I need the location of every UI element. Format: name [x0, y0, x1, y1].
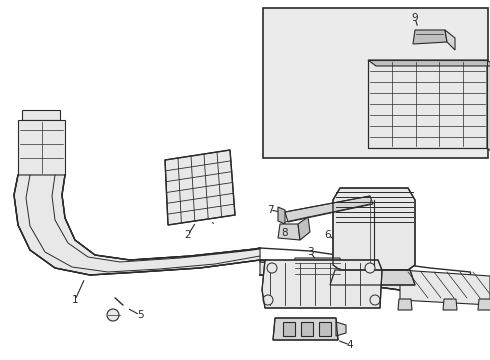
Polygon shape	[487, 60, 490, 154]
Polygon shape	[368, 60, 490, 66]
Text: 8: 8	[282, 228, 288, 238]
Polygon shape	[278, 224, 300, 240]
Polygon shape	[333, 188, 415, 270]
Polygon shape	[283, 322, 295, 336]
Polygon shape	[330, 270, 415, 285]
Circle shape	[263, 295, 273, 305]
Polygon shape	[298, 217, 310, 240]
Polygon shape	[478, 299, 490, 310]
Text: 4: 4	[347, 340, 353, 350]
Polygon shape	[293, 258, 342, 280]
Polygon shape	[301, 322, 313, 336]
Polygon shape	[14, 175, 260, 275]
Text: 5: 5	[137, 310, 143, 320]
Polygon shape	[443, 299, 457, 310]
Text: 9: 9	[412, 13, 418, 23]
Circle shape	[365, 263, 375, 273]
Polygon shape	[273, 318, 338, 340]
Bar	[263, 8, 488, 158]
Polygon shape	[413, 30, 447, 44]
Polygon shape	[400, 270, 490, 305]
Polygon shape	[336, 322, 346, 336]
Polygon shape	[165, 150, 235, 225]
Polygon shape	[319, 322, 331, 336]
Polygon shape	[260, 260, 470, 298]
Polygon shape	[398, 299, 412, 310]
Circle shape	[267, 263, 277, 273]
Text: 2: 2	[185, 230, 191, 240]
Polygon shape	[278, 207, 285, 224]
Text: 6: 6	[325, 230, 331, 240]
Text: 3: 3	[307, 247, 313, 257]
Polygon shape	[368, 60, 487, 148]
Polygon shape	[22, 110, 60, 120]
Polygon shape	[285, 196, 373, 222]
Polygon shape	[18, 120, 65, 175]
Text: 7: 7	[267, 205, 273, 215]
Circle shape	[107, 309, 119, 321]
Polygon shape	[262, 260, 382, 308]
Circle shape	[370, 295, 380, 305]
Polygon shape	[445, 30, 455, 50]
Text: 1: 1	[72, 295, 78, 305]
